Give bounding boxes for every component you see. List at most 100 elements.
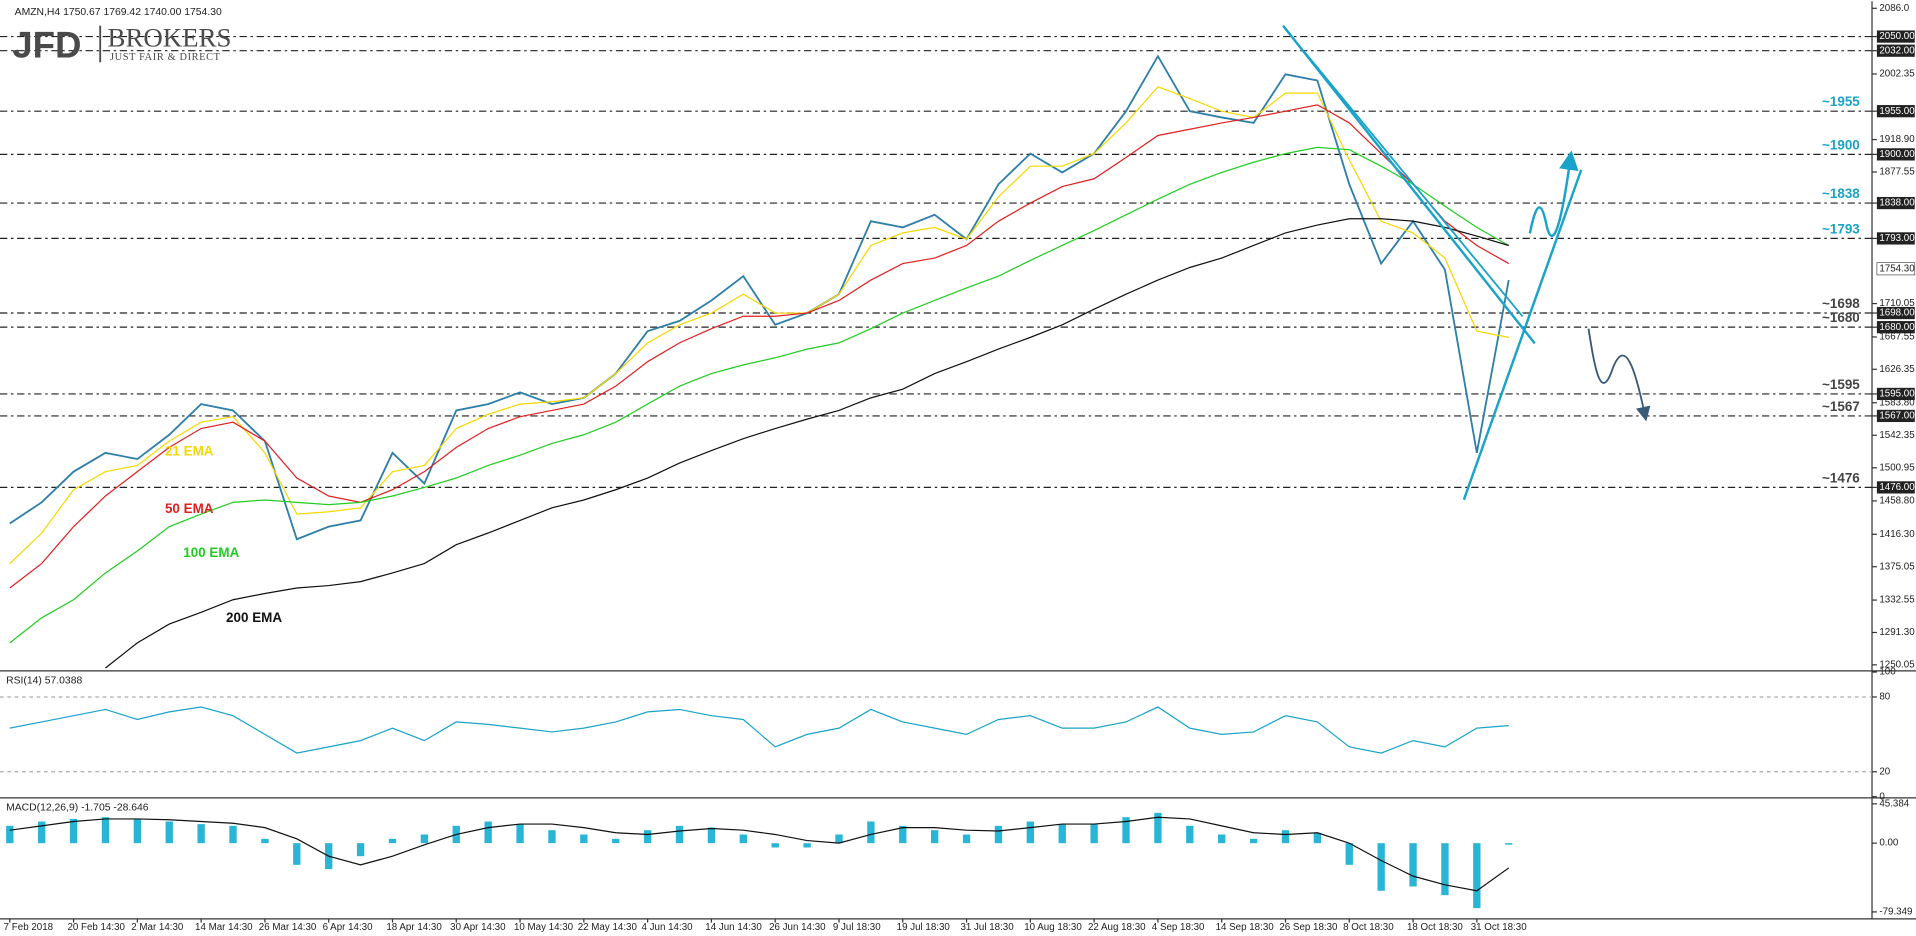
trend-line xyxy=(1462,169,1583,501)
histogram-bar xyxy=(388,838,397,844)
tick-highlight xyxy=(1876,306,1915,320)
tick-highlight xyxy=(1876,232,1915,245)
histogram-bar xyxy=(197,824,205,844)
y-tick-label: 80 xyxy=(1879,692,1890,703)
trend-line xyxy=(1304,51,1524,318)
projection-arrow xyxy=(1528,150,1579,238)
histogram-bar xyxy=(612,838,620,844)
panel xyxy=(6,812,1513,909)
y-tick-label: 2050.00 xyxy=(1879,31,1915,42)
tick-highlight xyxy=(1876,148,1915,161)
x-tick-label: 8 Oct 18:30 xyxy=(1343,922,1394,933)
histogram-bar xyxy=(6,825,14,844)
y-tick-label: -79.349 xyxy=(1879,906,1912,917)
y-tick-label: 45.384 xyxy=(1879,798,1909,809)
level-annotation: ~1955 xyxy=(1822,94,1860,109)
x-tick-label: 2 Mar 14:30 xyxy=(131,922,184,933)
histogram-bar xyxy=(930,830,939,844)
y-tick-label: 1458.80 xyxy=(1879,495,1915,506)
y-tick-label: 1476.00 xyxy=(1879,482,1915,493)
x-tick-label: 26 Sep 18:30 xyxy=(1279,922,1338,933)
y-tick-label: 1793.00 xyxy=(1879,233,1915,244)
level-annotation: ~1838 xyxy=(1822,186,1860,201)
y-tick-label: 1900.00 xyxy=(1879,149,1915,160)
x-tick-label: 4 Jun 14:30 xyxy=(642,922,694,933)
x-tick-label: 4 Sep 18:30 xyxy=(1152,922,1205,933)
series-line xyxy=(9,146,1510,644)
level-annotation: ~1595 xyxy=(1822,377,1860,392)
histogram-bar xyxy=(739,834,747,844)
histogram-bar xyxy=(1313,832,1322,844)
histogram-bar xyxy=(1505,843,1513,845)
y-tick-label: 1626.35 xyxy=(1879,364,1915,375)
tick-highlight xyxy=(1876,481,1915,494)
y-tick-label: 1595.00 xyxy=(1879,389,1915,400)
histogram-bar xyxy=(1090,824,1098,844)
x-tick-label: 14 Mar 14:30 xyxy=(195,922,253,933)
histogram-bar xyxy=(1058,824,1066,844)
histogram-bar xyxy=(867,821,875,844)
y-tick-label: 1698.00 xyxy=(1879,308,1915,319)
series-label: 50 EMA xyxy=(165,501,214,516)
x-tick-label: 10 May 14:30 xyxy=(514,922,574,933)
x-tick-label: 14 Sep 18:30 xyxy=(1216,922,1275,933)
histogram-bar xyxy=(69,818,78,844)
tick-highlight xyxy=(1876,30,1915,43)
y-tick-label: 1918.90 xyxy=(1879,134,1915,145)
y-tick-label: 1710.05 xyxy=(1879,298,1915,309)
brand: BROKERS xyxy=(108,22,232,52)
x-tick-label: 14 Jun 14:30 xyxy=(705,922,762,933)
y-tick-label: 0.00 xyxy=(1879,838,1899,849)
x-tick-label: 26 Jun 14:30 xyxy=(769,922,826,933)
y-tick-label: 0 xyxy=(1879,791,1885,802)
y-tick-label: 1375.05 xyxy=(1879,561,1915,572)
x-tick-label: 30 Apr 14:30 xyxy=(450,922,506,933)
series-line xyxy=(105,218,1509,669)
y-tick-label: 1667.55 xyxy=(1879,332,1915,343)
y-tick-label: 1838.00 xyxy=(1879,198,1915,209)
series-label: 21 EMA xyxy=(165,444,214,459)
y-tick-label: 20 xyxy=(1879,766,1890,777)
panel-title: RSI(14) 57.0388 xyxy=(6,675,82,686)
y-tick-label: 100 xyxy=(1879,667,1896,678)
trend-line xyxy=(1282,24,1536,345)
tick-highlight xyxy=(1876,321,1915,334)
histogram-bar xyxy=(707,827,716,844)
y-tick-label: 2086.0 xyxy=(1879,3,1909,14)
current-price-label: 1754.30 xyxy=(1879,263,1915,274)
histogram-bar xyxy=(771,843,779,848)
symbol-info: AMZN,H4 1750.67 1769.42 1740.00 1754.30 xyxy=(15,7,222,18)
histogram-bar xyxy=(994,825,1003,844)
histogram-bar xyxy=(516,824,524,844)
series-line xyxy=(9,816,1510,892)
x-tick-label: 31 Oct 18:30 xyxy=(1471,922,1527,933)
x-tick-label: 7 Feb 2018 xyxy=(4,922,53,933)
histogram-bar xyxy=(229,825,237,844)
series-line xyxy=(9,104,1510,589)
x-tick-label: 26 Mar 14:30 xyxy=(259,922,317,933)
plot-layer: 2086.0 2050.00 2032.00 2002.35 1955.00 1918.9… xyxy=(0,3,1915,933)
x-tick-label: 18 Apr 14:30 xyxy=(386,922,442,933)
histogram-bar xyxy=(38,821,46,844)
histogram-bar xyxy=(1281,830,1290,844)
histogram-bar xyxy=(1249,838,1258,844)
histogram-bar xyxy=(101,817,110,844)
histogram-bar xyxy=(548,830,556,844)
tagline: JUST FAIR & DIRECT xyxy=(110,52,221,63)
series-line xyxy=(9,706,1509,754)
y-tick-label: 1583.80 xyxy=(1879,397,1915,408)
histogram-bar xyxy=(1377,843,1385,891)
panel xyxy=(0,35,1873,669)
histogram-bar xyxy=(835,834,843,844)
x-tick-label: 31 Jul 18:30 xyxy=(960,922,1014,933)
level-annotation: ~1900 xyxy=(1822,137,1860,152)
histogram-bar xyxy=(962,834,971,844)
y-tick-label: 1567.00 xyxy=(1879,411,1915,422)
histogram-bar xyxy=(165,821,173,844)
y-tick-label: 1955.00 xyxy=(1879,106,1915,117)
tick-highlight xyxy=(1876,105,1915,118)
histogram-bar xyxy=(133,818,142,844)
panel-title: MACD(12,26,9) -1.705 -28.646 xyxy=(6,802,149,813)
